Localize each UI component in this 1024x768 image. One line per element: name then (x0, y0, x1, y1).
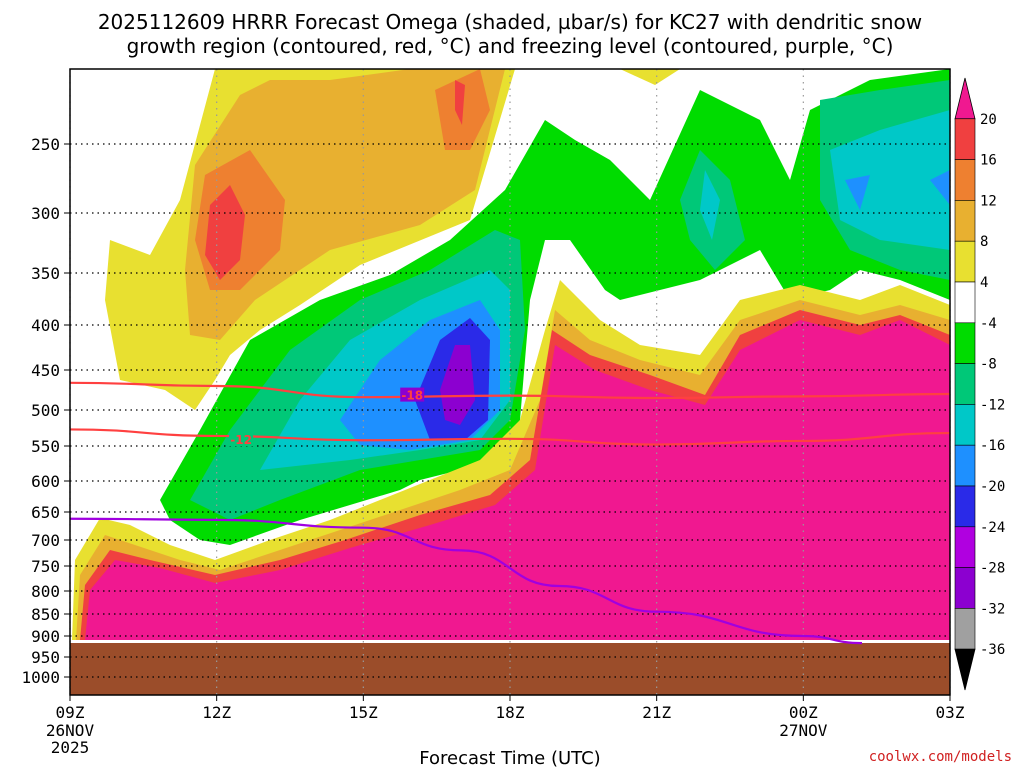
y-tick-label: 350 (31, 264, 60, 283)
y-tick-label: 1000 (21, 668, 60, 687)
colorbar-swatch (954, 240, 976, 283)
colorbar-tick-label: -16 (980, 438, 1005, 454)
colorbar-tick-label: 4 (980, 275, 988, 291)
y-tick-label: 900 (31, 627, 60, 646)
contour-dendritic-18c (70, 381, 950, 400)
contour-label: -12 (230, 433, 252, 447)
y-tick-label: 850 (31, 605, 60, 624)
colorbar-swatch (954, 281, 976, 324)
x-tick-year: 2025 (51, 738, 90, 757)
y-tick-label: 300 (31, 204, 60, 223)
x-tick-label: 09Z (56, 703, 85, 722)
omega-region-8-12 (185, 69, 505, 340)
colorbar-tick-label: 12 (980, 193, 997, 209)
y-tick-label: 500 (31, 401, 60, 420)
y-tick-label: 450 (31, 361, 60, 380)
colorbar-swatch (954, 200, 976, 242)
colorbar-swatch (954, 118, 976, 160)
below-ground-terrain (70, 643, 950, 695)
contour-dendritic-12c (70, 428, 950, 446)
colorbar-tick-label: -4 (980, 316, 997, 332)
colorbar-swatch (954, 608, 976, 650)
y-tick-label: 700 (31, 531, 60, 550)
contour-lines: -18 -12 (70, 381, 950, 645)
omega-region-16-20 (205, 80, 465, 280)
colorbar-tick-label: -24 (980, 520, 1005, 536)
x-tick-label: 21Z (642, 703, 671, 722)
omega-shading (70, 69, 950, 695)
x-tick-label: 15Z (349, 703, 378, 722)
colorbar-swatch (954, 322, 976, 364)
colorbar-swatch (954, 567, 976, 609)
y-tick-label: 800 (31, 582, 60, 601)
colorbar-tick-label: -12 (980, 397, 1005, 413)
omega-region-neg24-neg28 (440, 345, 475, 425)
x-tick-label: 03Z (936, 703, 965, 722)
contour-freezing-level-0c (70, 517, 863, 645)
colorbar: 20 16 12 8 4 -4 -8 -12 -16 -20 -24 -28 -32 -36 (954, 77, 1005, 691)
omega-region-12-16 (195, 69, 490, 290)
colorbar-swatch (954, 404, 976, 446)
colorbar-tick-label: -28 (980, 561, 1005, 577)
colorbar-swatch (954, 363, 976, 405)
title-line-2: growth region (contoured, red, °C) and f… (127, 34, 894, 58)
y-tick-label: 600 (31, 472, 60, 491)
y-tick-label: 550 (31, 437, 60, 456)
colorbar-tick-label: 8 (980, 234, 988, 250)
x-tick-date: 26NOV (46, 721, 95, 740)
x-axis-label: Forecast Time (UTC) (419, 748, 600, 768)
colorbar-swatch (954, 485, 976, 528)
contour-label-bg (229, 432, 254, 447)
credit-text: coolwx.com/models (869, 749, 1012, 765)
y-tick-label: 650 (31, 503, 60, 522)
title-line-1: 2025112609 HRRR Forecast Omega (shaded, … (98, 10, 922, 34)
contour-label: -18 (401, 389, 423, 403)
y-tick-label: 400 (31, 316, 60, 335)
x-tick-label: 12Z (202, 703, 231, 722)
contour-label-bg (400, 387, 425, 402)
omega-region-ge-20 (85, 320, 950, 640)
omega-region-neg16-neg20 (340, 170, 950, 450)
colorbar-tick-label: 16 (980, 153, 997, 169)
y-tick-label: 750 (31, 557, 60, 576)
colorbar-tick-label: -8 (980, 357, 997, 373)
colorbar-top-triangle (954, 77, 976, 120)
colorbar-bottom-triangle (954, 648, 976, 691)
colorbar-swatch (954, 444, 976, 487)
colorbar-tick-label: -32 (980, 601, 1005, 617)
omega-region-4-8-top (620, 69, 680, 85)
x-tick-label: 18Z (496, 703, 525, 722)
colorbar-tick-label: -36 (980, 642, 1005, 658)
colorbar-swatch (954, 526, 976, 568)
colorbar-tick-label: -20 (980, 479, 1005, 495)
y-axis: 250 300 350 400 450 500 550 600 650 700 750 800 850 9… (21, 135, 70, 687)
colorbar-swatch (954, 159, 976, 201)
x-tick-label: 00Z (789, 703, 818, 722)
colorbar-tick-label: 20 (980, 112, 997, 128)
x-tick-date: 27NOV (779, 721, 828, 740)
y-tick-label: 250 (31, 135, 60, 154)
y-tick-label: 950 (31, 648, 60, 667)
